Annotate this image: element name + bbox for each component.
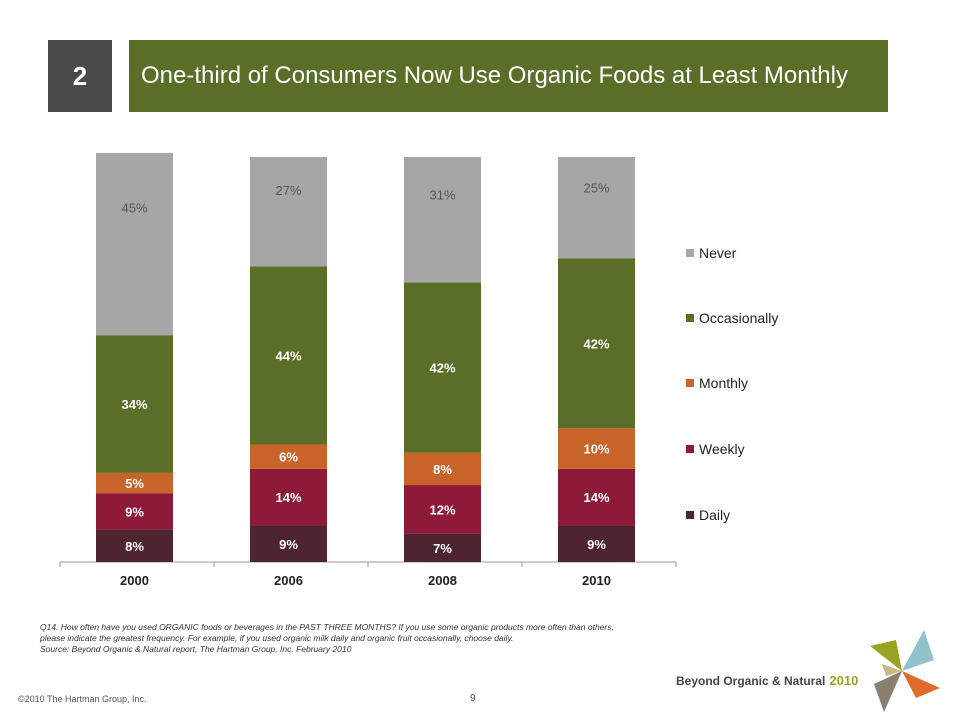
bar-segment-occasionally xyxy=(96,335,173,473)
bar-segment-daily xyxy=(558,525,635,562)
data-label: 45% xyxy=(121,201,147,216)
brand-year: 2010 xyxy=(829,673,859,688)
legend-swatch xyxy=(686,249,694,257)
data-label: 9% xyxy=(279,537,298,552)
bar-segment-occasionally xyxy=(404,282,481,453)
data-label: 25% xyxy=(583,180,609,195)
x-tick-label: 2006 xyxy=(274,573,303,588)
data-label: 14% xyxy=(275,490,301,505)
bar-segment-monthly xyxy=(558,428,635,469)
legend-label: Occasionally xyxy=(699,310,778,326)
data-label: 31% xyxy=(429,188,455,203)
bar-segment-never xyxy=(250,157,327,267)
x-tick-label: 2008 xyxy=(428,573,457,588)
bar-segment-never xyxy=(96,152,173,336)
bar-segment-monthly xyxy=(96,472,173,494)
bar-segment-daily xyxy=(404,533,481,562)
legend-label: Daily xyxy=(699,507,730,523)
slide-number: 2 xyxy=(48,40,112,112)
page-number: 9 xyxy=(470,693,476,704)
bar-segment-daily xyxy=(250,525,327,562)
data-label: 8% xyxy=(433,462,452,477)
footnote-source: Source: Beyond Organic & Natural report,… xyxy=(40,644,352,654)
x-tick-label: 2000 xyxy=(120,573,149,588)
data-label: 8% xyxy=(125,539,144,554)
data-label: 6% xyxy=(279,450,298,465)
legend-label: Monthly xyxy=(699,375,748,391)
brand-name: Beyond Organic & Natural xyxy=(676,674,826,688)
data-label: 12% xyxy=(429,502,455,517)
data-label: 34% xyxy=(121,397,147,412)
legend-swatch xyxy=(686,314,694,322)
footnote-line: please indicate the greatest frequency. … xyxy=(40,633,514,643)
bar-segment-weekly xyxy=(250,468,327,526)
data-label: 27% xyxy=(275,183,301,198)
data-label: 14% xyxy=(583,490,609,505)
bar-segment-never xyxy=(404,157,481,283)
legend-swatch xyxy=(686,445,694,453)
data-label: 9% xyxy=(587,537,606,552)
brand-label: Beyond Organic & Natural 2010 xyxy=(676,673,858,688)
legend-swatch xyxy=(686,511,694,519)
bar-segment-weekly xyxy=(404,485,481,534)
bar-segment-monthly xyxy=(250,444,327,469)
footnote: Q14. How often have you used ORGANIC foo… xyxy=(40,622,760,655)
data-label: 44% xyxy=(275,348,301,363)
data-label: 10% xyxy=(583,442,609,457)
slide-title-text: One-third of Consumers Now Use Organic F… xyxy=(141,62,848,89)
data-label: 5% xyxy=(125,476,144,491)
footnote-line: Q14. How often have you used ORGANIC foo… xyxy=(40,622,614,632)
legend-label: Never xyxy=(699,245,737,261)
bar-segment-occasionally xyxy=(250,266,327,445)
legend-label: Weekly xyxy=(699,441,745,457)
data-label: 42% xyxy=(583,336,609,351)
bar-segment-never xyxy=(558,157,635,259)
data-label: 7% xyxy=(433,541,452,556)
data-label: 9% xyxy=(125,504,144,519)
slide-title: One-third of Consumers Now Use Organic F… xyxy=(129,40,888,112)
bar-segment-occasionally xyxy=(558,258,635,429)
data-label: 42% xyxy=(429,361,455,376)
bar-segment-monthly xyxy=(404,452,481,486)
bar-segment-weekly xyxy=(558,468,635,526)
bar-segment-weekly xyxy=(96,493,173,530)
stacked-bar-chart: 8% 9% 5% 34% 45% 2000 9% 14% 6% 44% 27% 2006 7% 12% 8%… xyxy=(59,152,778,588)
bar-segment-daily xyxy=(96,529,173,562)
legend-swatch xyxy=(686,379,694,387)
x-tick-label: 2010 xyxy=(582,573,611,588)
pinwheel-logo-icon xyxy=(870,630,940,712)
copyright: ©2010 The Hartman Group, Inc. xyxy=(18,694,147,704)
